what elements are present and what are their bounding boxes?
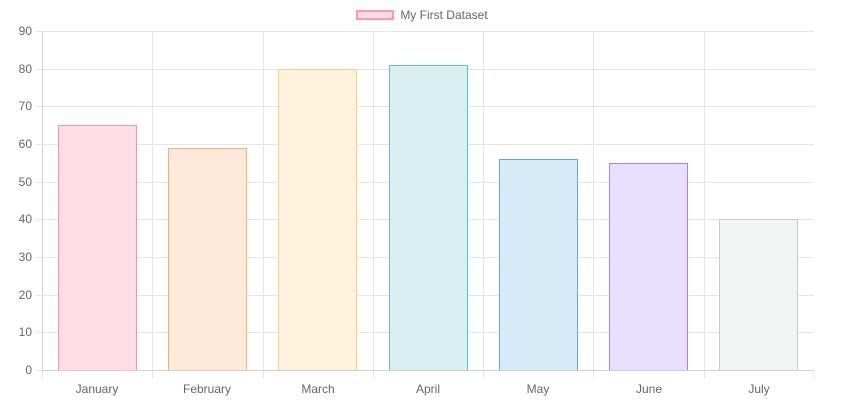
gridline-vertical: [593, 31, 594, 370]
y-tick: [36, 182, 42, 183]
legend[interactable]: My First Dataset: [0, 7, 844, 23]
x-tick-label: May: [526, 382, 550, 396]
legend-label[interactable]: My First Dataset: [400, 8, 488, 22]
bar-may[interactable]: [499, 159, 578, 370]
bar-june[interactable]: [609, 163, 688, 370]
gridline-vertical: [704, 31, 705, 370]
x-tick-label: January: [75, 382, 119, 396]
y-tick-label: 80: [18, 62, 32, 76]
y-tick: [36, 106, 42, 107]
y-tick: [36, 144, 42, 145]
gridline-vertical: [152, 31, 153, 370]
legend-swatch[interactable]: [356, 10, 395, 20]
y-tick-label: 60: [18, 137, 32, 151]
y-tick-label: 50: [18, 175, 32, 189]
y-tick: [36, 69, 42, 70]
gridline-vertical: [373, 31, 374, 370]
x-tick-label: February: [182, 382, 232, 396]
y-tick-label: 40: [18, 212, 32, 226]
y-tick-label: 20: [18, 288, 32, 302]
y-tick-label: 70: [18, 99, 32, 113]
y-tick: [36, 332, 42, 333]
bar-february[interactable]: [168, 148, 247, 370]
x-tick: [42, 370, 43, 378]
x-tick: [263, 370, 264, 378]
bar-april[interactable]: [389, 65, 468, 370]
y-tick: [36, 295, 42, 296]
y-tick: [36, 219, 42, 220]
x-tick-label: April: [415, 382, 440, 396]
x-tick-label: March: [301, 382, 335, 396]
x-tick: [152, 370, 153, 378]
bar-march[interactable]: [278, 69, 357, 370]
y-axis-line: [42, 31, 43, 371]
y-tick-label: 90: [18, 24, 32, 38]
x-tick: [483, 370, 484, 378]
gridline-vertical: [263, 31, 264, 370]
x-tick: [593, 370, 594, 378]
y-tick: [36, 257, 42, 258]
y-tick: [36, 31, 42, 32]
x-tick: [813, 370, 814, 378]
y-tick-label: 30: [18, 250, 32, 264]
x-tick: [704, 370, 705, 378]
plot-area: [36, 31, 814, 378]
x-axis-line: [42, 370, 814, 371]
bar-january[interactable]: [58, 125, 137, 370]
y-tick: [36, 370, 42, 371]
y-tick-label: 10: [18, 325, 32, 339]
y-tick-label: 0: [25, 363, 32, 377]
x-tick-label: July: [748, 382, 770, 396]
gridline-horizontal: [42, 31, 814, 32]
x-tick-label: June: [635, 382, 663, 396]
x-tick: [373, 370, 374, 378]
bar-july[interactable]: [719, 219, 798, 370]
gridline-vertical: [483, 31, 484, 370]
